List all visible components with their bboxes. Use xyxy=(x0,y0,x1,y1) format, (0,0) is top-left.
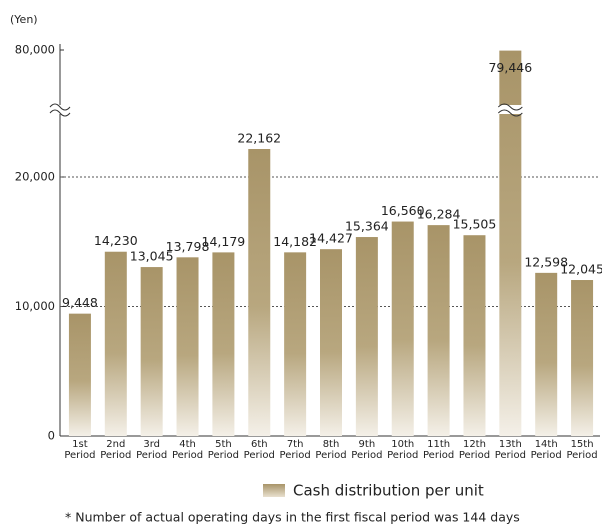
footnote: * Number of actual operating days in the… xyxy=(65,510,520,525)
bar xyxy=(427,225,450,436)
value-label: 14,179 xyxy=(202,234,246,249)
legend-label: Cash distribution per unit xyxy=(293,482,484,500)
x-tick-label: 2nd Period xyxy=(100,439,132,461)
bar xyxy=(176,257,199,436)
bar xyxy=(391,221,414,436)
y-tick-label: 20,000 xyxy=(15,170,55,184)
x-tick-label: 1st Period xyxy=(64,439,96,461)
unit-label: (Yen) xyxy=(10,13,38,26)
value-label: 16,284 xyxy=(417,207,461,222)
bar xyxy=(212,252,235,436)
bar xyxy=(140,267,163,436)
bar xyxy=(463,235,486,436)
x-tick-label: 11th Period xyxy=(423,439,455,461)
value-label: 15,505 xyxy=(453,217,497,232)
value-label: 9,448 xyxy=(62,295,98,310)
x-tick-label: 15th Period xyxy=(566,439,598,461)
x-tick-label: 6th Period xyxy=(243,439,275,461)
x-tick-label: 10th Period xyxy=(387,439,419,461)
bar xyxy=(104,251,127,436)
axis-break-gap xyxy=(50,105,70,114)
x-tick-label: 5th Period xyxy=(207,439,239,461)
bar xyxy=(571,280,594,436)
x-tick-label: 8th Period xyxy=(315,439,347,461)
bar xyxy=(535,272,558,436)
bar-break xyxy=(497,103,523,117)
bar xyxy=(320,249,342,436)
value-label: 15,364 xyxy=(345,219,389,234)
x-tick-label: 13th Period xyxy=(494,439,526,461)
y-tick-label: 10,000 xyxy=(15,299,55,313)
x-tick-label: 12th Period xyxy=(458,439,491,461)
value-label: 14,182 xyxy=(273,234,317,249)
value-label: 79,446 xyxy=(488,60,532,75)
bar xyxy=(68,313,91,436)
y-tick-label: 80,000 xyxy=(15,43,55,57)
bar-break-gap xyxy=(498,105,523,114)
bar xyxy=(355,237,378,436)
x-tick-label: 3rd Period xyxy=(136,439,168,461)
x-tick-label: 14th Period xyxy=(530,439,562,461)
y-tick-label: 0 xyxy=(48,429,55,443)
legend-swatch xyxy=(263,484,285,497)
value-label: 14,230 xyxy=(94,233,138,248)
value-label: 13,798 xyxy=(166,239,210,254)
x-tick-label: 9th Period xyxy=(351,439,383,461)
bar xyxy=(248,149,271,436)
value-label: 14,427 xyxy=(309,231,353,246)
value-label: 16,560 xyxy=(381,203,425,218)
value-label: 12,045 xyxy=(560,262,602,277)
bar xyxy=(284,252,307,436)
value-label: 13,045 xyxy=(130,249,174,264)
x-tick-label: 7th Period xyxy=(279,439,311,461)
value-label: 12,598 xyxy=(524,254,568,269)
x-tick-label: 4th Period xyxy=(171,439,204,461)
bar xyxy=(499,50,522,437)
axis-break xyxy=(49,103,71,117)
value-label: 22,162 xyxy=(237,131,281,146)
